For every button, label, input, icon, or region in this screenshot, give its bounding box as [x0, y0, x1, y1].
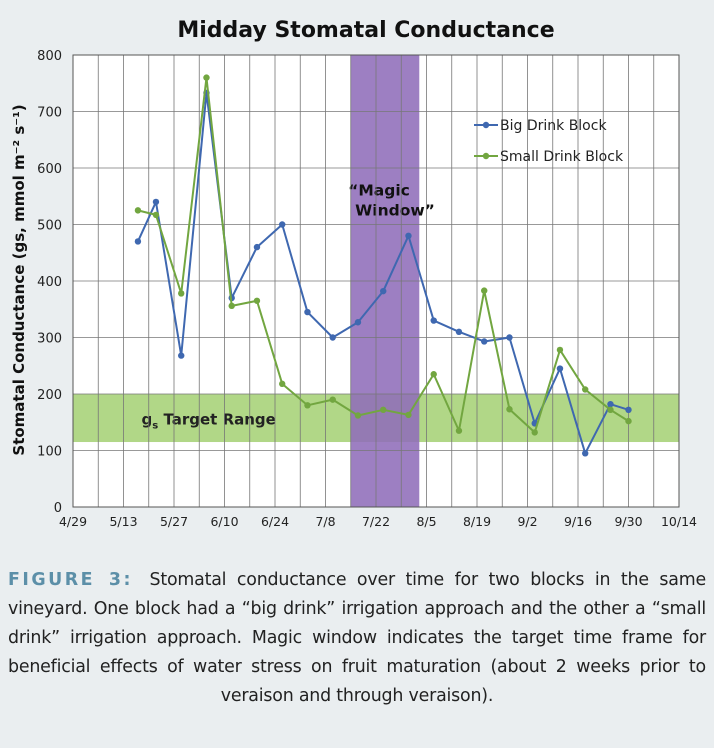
chart-title: Midday Stomatal Conductance	[177, 18, 554, 43]
data-point-series-2	[152, 211, 160, 219]
x-tick-label: 8/19	[463, 514, 491, 529]
y-tick-label: 700	[37, 106, 62, 121]
figure-caption: FIGURE 3: Stomatal conductance over time…	[8, 566, 706, 711]
data-point-series-2	[304, 402, 311, 409]
data-point-series-2	[253, 297, 261, 304]
data-point-series-2	[380, 406, 387, 414]
data-point-series-1	[253, 243, 261, 251]
magic-window-label: “Magic	[348, 182, 410, 200]
y-tick-label: 300	[37, 332, 62, 347]
magic-window-label: Window”	[355, 201, 435, 219]
data-point-series-1	[134, 238, 142, 245]
data-point-series-1	[506, 334, 513, 341]
legend: Big Drink Block Small Drink Block	[474, 118, 624, 165]
data-point-series-2	[405, 411, 412, 419]
y-tick-label: 500	[37, 219, 62, 234]
x-tick-label: 9/30	[614, 514, 642, 529]
y-tick-label: 400	[37, 275, 62, 290]
legend-marker-2	[482, 152, 490, 160]
x-tick-label: 6/24	[261, 514, 289, 529]
chart: Midday Stomatal Conductance gs Target Ra…	[10, 18, 697, 529]
data-point-series-1	[582, 450, 589, 457]
data-point-series-2	[625, 417, 632, 425]
data-point-series-2	[481, 287, 488, 294]
legend-label-2: Small Drink Block	[500, 149, 624, 165]
data-point-series-1	[354, 319, 362, 326]
caption-text: Stomatal conductance over time for two b…	[8, 570, 706, 706]
x-tick-label: 7/8	[315, 514, 335, 529]
data-point-series-1	[430, 317, 437, 324]
data-point-series-1	[481, 338, 488, 345]
data-point-series-2	[134, 207, 142, 214]
data-point-series-1	[405, 232, 412, 239]
data-point-series-1	[455, 328, 463, 336]
y-tick-label: 800	[37, 49, 62, 64]
x-tick-label: 7/22	[362, 514, 390, 529]
x-tick-label: 6/10	[210, 514, 238, 529]
legend-marker-1	[482, 121, 490, 129]
data-point-series-1	[178, 352, 185, 359]
data-point-series-1	[279, 221, 286, 228]
legend-label-1: Big Drink Block	[500, 118, 607, 134]
data-point-series-2	[607, 406, 614, 414]
data-point-series-2	[279, 380, 286, 388]
x-tick-label: 10/14	[661, 514, 697, 529]
x-tick-label: 8/5	[416, 514, 436, 529]
data-point-series-2	[455, 427, 463, 434]
x-tick-label: 9/16	[564, 514, 592, 529]
data-point-series-1	[304, 308, 311, 316]
data-point-series-1	[556, 365, 564, 372]
axes-layer: 0 100 200 300 400 500 600 700 800 4/29 5/13 5/27 6/1…	[37, 49, 697, 529]
data-point-series-2	[531, 429, 538, 436]
data-point-series-1	[625, 406, 632, 414]
data-point-series-2	[228, 302, 235, 310]
y-tick-label: 0	[54, 501, 62, 516]
y-tick-label: 100	[37, 445, 62, 460]
data-point-series-2	[354, 412, 362, 419]
data-point-series-2	[178, 290, 185, 297]
data-point-series-1	[329, 334, 336, 341]
y-axis-label: Stomatal Conductance (gs, mmol m⁻² s⁻¹)	[10, 104, 28, 455]
data-point-series-2	[430, 371, 437, 378]
data-point-series-1	[380, 287, 387, 295]
x-tick-label: 4/29	[59, 514, 87, 529]
caption-label: FIGURE 3:	[8, 570, 133, 590]
data-point-series-2	[329, 396, 336, 403]
y-tick-label: 600	[37, 162, 62, 177]
x-tick-label: 5/27	[160, 514, 188, 529]
series-layer	[134, 74, 632, 457]
data-point-series-2	[556, 346, 564, 354]
data-point-series-2	[582, 386, 589, 393]
target-range-label: gs Target Range	[142, 410, 276, 431]
plot-frame	[72, 54, 680, 508]
y-tick-label: 200	[37, 388, 62, 403]
data-point-series-1	[152, 198, 160, 206]
data-point-series-2	[506, 406, 513, 413]
x-tick-label: 5/13	[109, 514, 137, 529]
x-tick-label: 9/2	[517, 514, 537, 529]
data-point-series-2	[203, 74, 210, 81]
data-point-series-1	[607, 400, 614, 408]
